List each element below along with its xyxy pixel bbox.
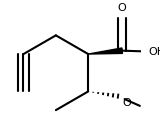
Text: O: O	[118, 3, 127, 13]
Text: O: O	[122, 98, 131, 108]
Text: OH: OH	[148, 47, 160, 57]
Polygon shape	[88, 48, 122, 54]
